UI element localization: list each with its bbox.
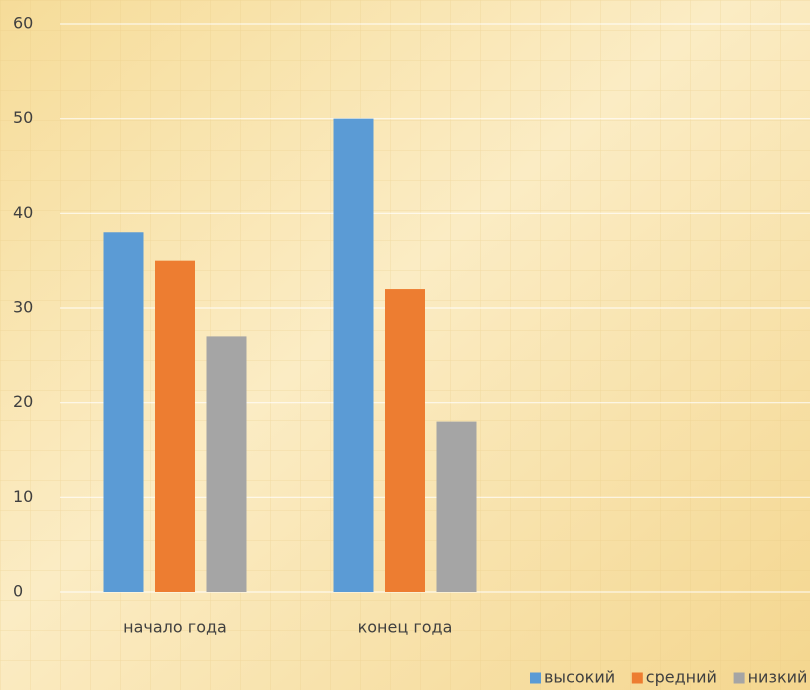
bar bbox=[436, 421, 477, 592]
bar bbox=[103, 232, 144, 592]
legend-swatch bbox=[631, 672, 643, 684]
y-tick-label: 60 bbox=[13, 14, 33, 33]
bar bbox=[333, 118, 374, 593]
y-tick-label: 0 bbox=[13, 582, 23, 601]
x-tick-label: конец года bbox=[358, 618, 453, 637]
y-tick-label: 10 bbox=[13, 487, 33, 506]
y-tick-label: 30 bbox=[13, 298, 33, 317]
legend-swatch bbox=[530, 672, 541, 684]
bar bbox=[385, 289, 425, 592]
y-tick-label: 20 bbox=[13, 392, 33, 411]
x-tick-label: начало года bbox=[123, 618, 227, 637]
legend-swatch bbox=[733, 672, 745, 684]
y-tick-label: 50 bbox=[13, 108, 33, 127]
bar bbox=[155, 260, 195, 592]
legend-label: высокий bbox=[544, 668, 615, 687]
legend-label: средний bbox=[646, 668, 717, 687]
y-tick-label: 40 bbox=[13, 203, 33, 222]
bar bbox=[206, 336, 247, 592]
legend-label: низкий bbox=[748, 668, 808, 687]
